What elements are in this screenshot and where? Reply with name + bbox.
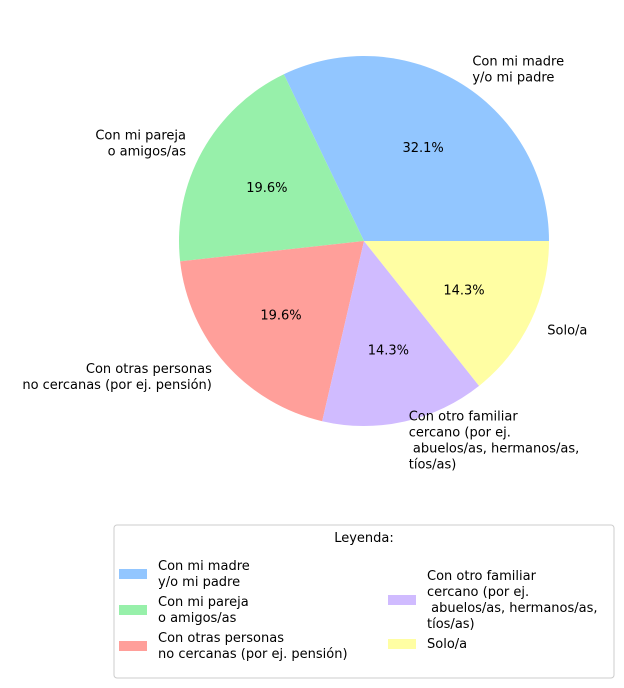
legend-label: Con mi pareja o amigos/as (158, 595, 249, 626)
legend-swatch (119, 641, 147, 651)
pie-slice (364, 241, 549, 386)
legend-label: Solo/a (427, 637, 467, 652)
pie-slice (180, 241, 364, 422)
legend-items: Con mi madre y/o mi padre Con mi pareja o a… (119, 559, 598, 662)
legend-swatch (119, 569, 147, 579)
legend-swatch (119, 605, 147, 615)
slice-label: Con otro familiar cercano (por ej. abuelo… (409, 410, 580, 473)
legend-frame (113, 524, 615, 679)
legend-label: Con mi madre y/o mi padre (158, 559, 250, 590)
slice-labels: Con mi madre y/o mi padre Con mi pareja o a… (22, 55, 587, 473)
slice-percentage-label: 14.3% (443, 283, 484, 298)
slice-percentage-label: 19.6% (246, 181, 287, 196)
pie-slice (283, 56, 549, 241)
legend-swatch (388, 639, 416, 649)
legend-title: Leyenda: (334, 531, 394, 546)
slice-label: Solo/a (547, 323, 587, 338)
slice-percentage-label: 14.3% (368, 343, 409, 358)
slice-percentage-label: 32.1% (402, 141, 443, 156)
pie-slice (179, 74, 364, 262)
slice-label: Con otras personas no cercanas (por ej. p… (22, 362, 212, 393)
percentage-labels: 32.1% 19.6% 19.6% 14.3% 14.3% (246, 141, 484, 358)
slice-label: Con mi pareja o amigos/as (95, 128, 186, 159)
slice-label: Con mi madre y/o mi padre (472, 55, 564, 86)
legend-label: Con otro familiar cercano (por ej. abuelo… (427, 569, 598, 632)
slice-percentage-label: 19.6% (260, 309, 301, 324)
pie-slices (179, 56, 549, 426)
pie-slice (322, 241, 480, 426)
legend-swatch (388, 595, 416, 605)
legend-label: Con otras personas no cercanas (por ej. p… (158, 631, 348, 662)
